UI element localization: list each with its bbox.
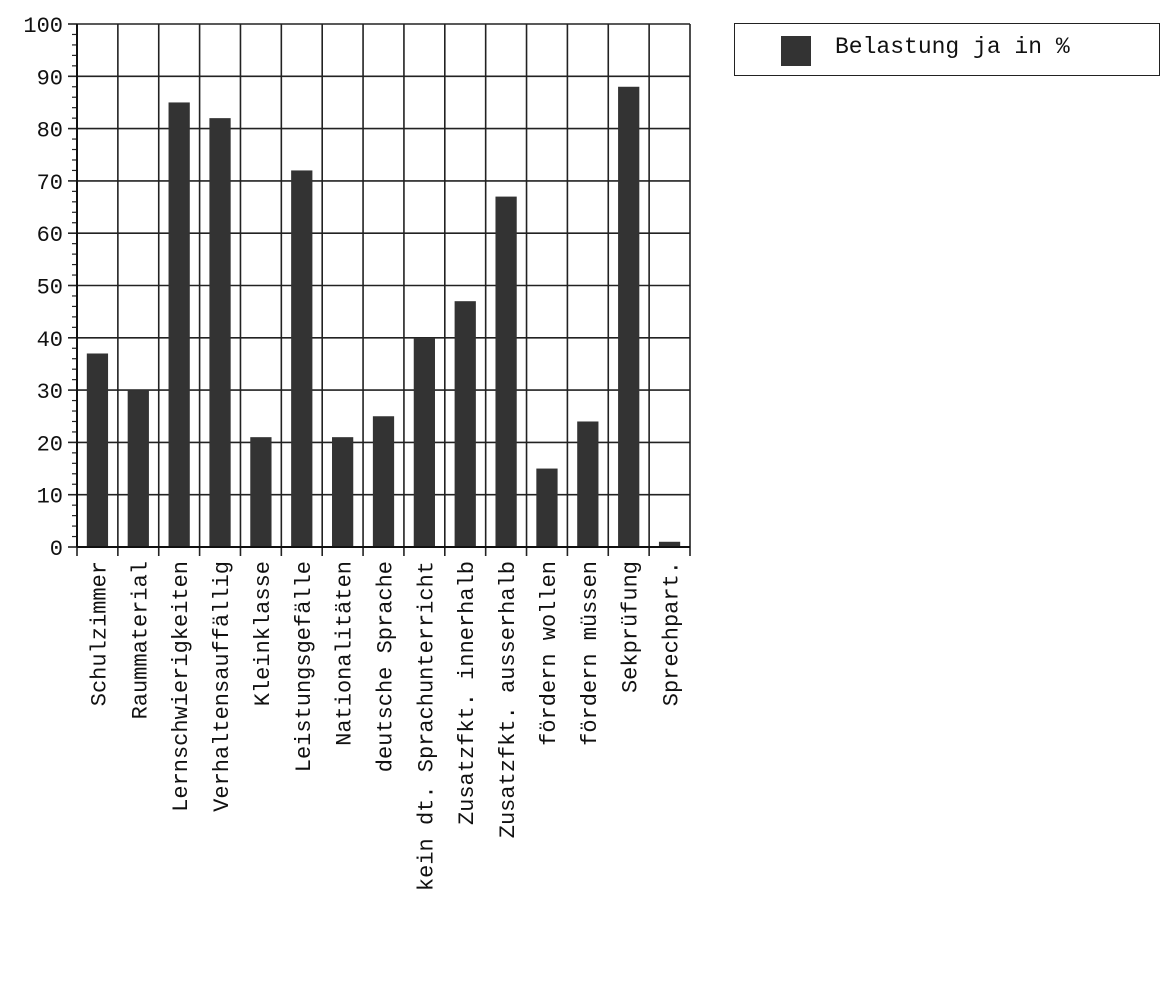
legend: Belastung ja in % bbox=[734, 23, 1160, 76]
y-tick-label: 30 bbox=[37, 380, 63, 405]
x-category-label: deutsche Sprache bbox=[374, 561, 399, 772]
bar bbox=[577, 421, 599, 547]
bar bbox=[495, 196, 517, 547]
y-tick-label: 10 bbox=[37, 485, 63, 510]
y-tick-label: 0 bbox=[50, 537, 63, 562]
bar bbox=[536, 468, 558, 547]
y-tick-label: 60 bbox=[37, 223, 63, 248]
x-category-label: fördern müssen bbox=[578, 561, 603, 746]
y-tick-labels: 0 10 20 30 40 50 60 70 80 90 100 bbox=[23, 14, 63, 562]
x-category-label: Raummaterial bbox=[128, 561, 153, 719]
bar bbox=[127, 390, 149, 547]
x-category-labels: Schulzimmer Raummaterial Lernschwierigkeit… bbox=[87, 561, 684, 891]
x-category-label: fördern wollen bbox=[537, 561, 562, 746]
x-category-label: Leistungsgefälle bbox=[292, 561, 317, 772]
bar bbox=[250, 437, 272, 547]
x-category-label: Schulzimmer bbox=[87, 561, 112, 706]
y-tick-label: 50 bbox=[37, 276, 63, 301]
y-tick-label: 70 bbox=[37, 171, 63, 196]
x-category-label: Zusatzfkt. ausserhalb bbox=[496, 561, 521, 838]
x-category-label: Nationalitäten bbox=[333, 561, 358, 746]
x-category-label: kein dt. Sprachunterricht bbox=[414, 561, 439, 891]
x-category-label: Verhaltensauffällig bbox=[210, 561, 235, 812]
x-category-label: Kleinklasse bbox=[251, 561, 276, 706]
y-tick-label: 40 bbox=[37, 328, 63, 353]
bar bbox=[658, 541, 681, 547]
x-category-label: Zusatzfkt. innerhalb bbox=[455, 561, 480, 825]
x-category-label: Sekprüfung bbox=[619, 561, 644, 693]
bar bbox=[209, 118, 231, 547]
bar bbox=[454, 301, 476, 547]
bar bbox=[168, 102, 190, 547]
bar bbox=[618, 86, 640, 547]
bar bbox=[291, 170, 313, 547]
bars bbox=[86, 86, 681, 547]
bar bbox=[413, 337, 435, 547]
axes bbox=[68, 23, 691, 556]
x-category-label: Sprechpart. bbox=[660, 561, 685, 706]
y-tick-label: 80 bbox=[37, 119, 63, 144]
legend-swatch bbox=[781, 36, 811, 66]
bar bbox=[372, 416, 395, 547]
bar bbox=[86, 353, 109, 547]
y-tick-label: 20 bbox=[37, 432, 63, 457]
bar bbox=[332, 437, 354, 547]
x-category-label: Lernschwierigkeiten bbox=[169, 561, 194, 812]
y-tick-label: 90 bbox=[37, 66, 63, 91]
legend-label: Belastung ja in % bbox=[835, 34, 1070, 60]
y-tick-label: 100 bbox=[23, 14, 63, 39]
